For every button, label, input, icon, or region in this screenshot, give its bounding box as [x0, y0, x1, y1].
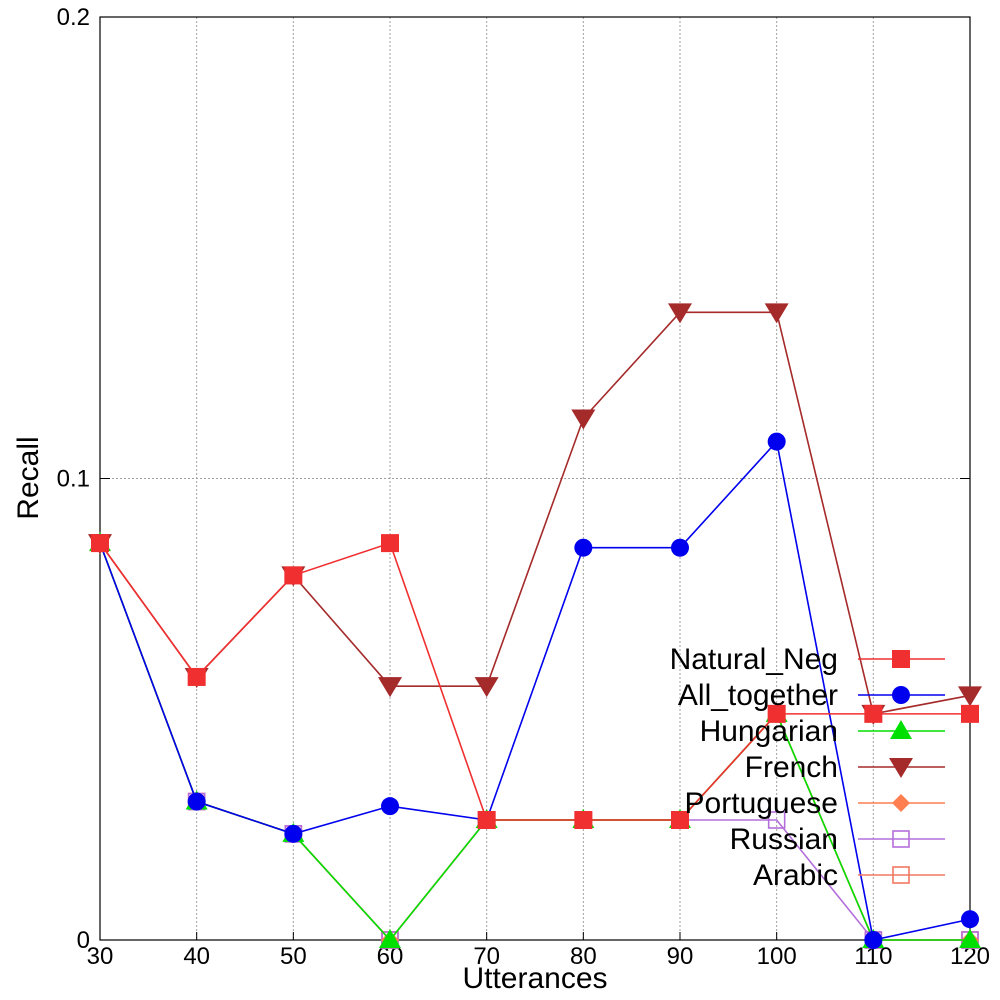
data-point	[571, 409, 596, 430]
data-point	[668, 303, 692, 324]
data-point	[959, 929, 981, 948]
data-point	[381, 797, 399, 816]
y-tick-label: 0	[77, 927, 90, 954]
data-point	[379, 929, 401, 948]
data-point	[864, 931, 883, 949]
data-point	[767, 432, 786, 451]
data-point	[961, 910, 979, 929]
series-group	[88, 303, 982, 949]
data-point	[574, 811, 593, 830]
data-point	[958, 686, 982, 707]
data-point	[961, 704, 979, 723]
y-tick-label: 0.1	[57, 466, 90, 493]
x-tick-label: 50	[280, 943, 307, 970]
legend-label: French	[745, 751, 838, 784]
x-tick-label: 70	[473, 943, 500, 970]
legend-label: All_together	[678, 679, 838, 712]
series-line	[99, 439, 971, 941]
x-tick-label: 80	[570, 943, 597, 970]
legend-marker	[892, 794, 910, 812]
data-point	[474, 677, 499, 698]
series-line	[99, 542, 970, 821]
data-point	[187, 792, 206, 811]
x-axis-title: Utterances	[462, 962, 607, 995]
data-point	[91, 534, 109, 553]
legend-item: All_together	[678, 679, 945, 712]
series-natural-neg	[91, 534, 979, 830]
data-point	[864, 704, 883, 723]
legend-marker	[892, 830, 910, 848]
legend-label: Portuguese	[685, 787, 838, 820]
data-point	[477, 811, 496, 830]
data-point	[284, 566, 303, 585]
legend-label: Natural_Neg	[670, 643, 838, 676]
legend-item: Hungarian	[700, 715, 945, 748]
data-point	[767, 704, 786, 723]
legend-marker	[892, 686, 910, 704]
legend-item: French	[745, 751, 945, 784]
legend-label: Russian	[730, 823, 838, 856]
legend: Natural_NegAll_togetherHungarianFrenchPo…	[670, 643, 945, 892]
data-point	[284, 824, 303, 843]
data-point	[764, 303, 789, 324]
data-point	[378, 677, 402, 698]
data-point	[671, 538, 689, 557]
legend-label: Arabic	[753, 859, 838, 892]
legend-item: Natural_Neg	[670, 643, 945, 676]
data-point	[574, 538, 593, 557]
legend-marker	[889, 758, 913, 778]
x-tick-label: 30	[87, 943, 114, 970]
data-point	[381, 534, 399, 553]
legend-label: Hungarian	[700, 715, 838, 748]
grid	[100, 17, 970, 940]
legend-marker	[892, 650, 910, 668]
legend-marker	[890, 720, 912, 739]
data-point	[767, 811, 786, 829]
data-point	[671, 811, 689, 830]
data-point	[187, 667, 206, 686]
y-tick-label: 0.2	[57, 4, 90, 31]
legend-item: Arabic	[753, 859, 945, 892]
x-tick-label: 100	[757, 943, 797, 970]
legend-item: Russian	[730, 823, 945, 856]
x-tick-label: 90	[667, 943, 694, 970]
legend-item: Portuguese	[685, 787, 945, 820]
x-tick-label: 40	[183, 943, 210, 970]
legend-marker	[892, 866, 910, 884]
y-axis-title: Recall	[12, 436, 45, 519]
